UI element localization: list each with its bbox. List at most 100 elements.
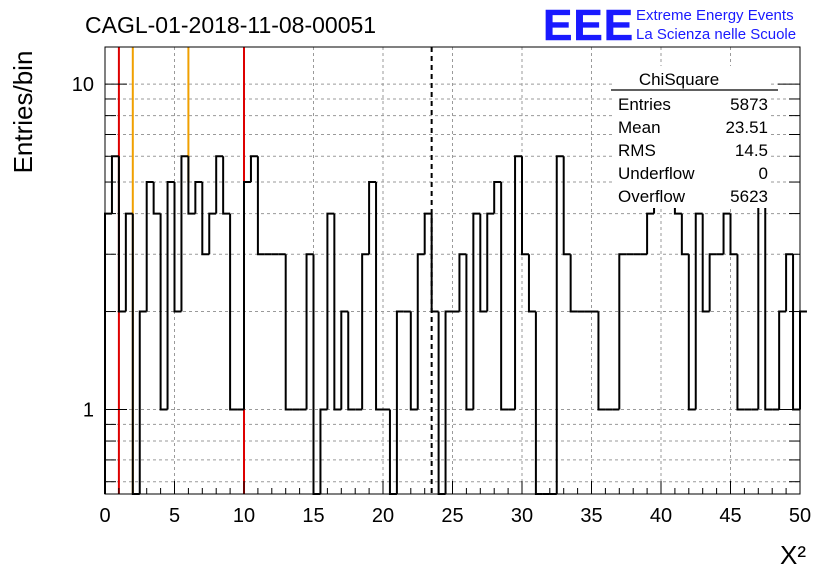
histogram-bin xyxy=(187,156,196,215)
histogram-bin xyxy=(694,212,703,410)
x-tick-label: 5 xyxy=(169,505,180,527)
stats-label: Overflow xyxy=(618,187,686,206)
histogram-bin xyxy=(222,156,231,215)
stats-value: 23.51 xyxy=(725,118,768,137)
histogram-bin xyxy=(340,310,349,410)
histogram-bin xyxy=(416,253,425,410)
histogram-bin xyxy=(215,155,224,214)
histogram-bin xyxy=(569,254,578,313)
histogram-bin xyxy=(555,155,564,494)
histogram-bin xyxy=(521,156,529,256)
chart-title: CAGL-01-2018-11-08-00051 xyxy=(85,12,376,38)
x-tick-label: 35 xyxy=(580,505,602,527)
x-tick-label: 25 xyxy=(441,505,463,527)
histogram-bin xyxy=(347,311,356,411)
stats-value: 5623 xyxy=(730,187,768,206)
histogram-bin xyxy=(687,254,696,411)
histogram-bin xyxy=(361,253,370,410)
histogram-bin xyxy=(131,213,140,495)
histogram-bin xyxy=(229,213,238,411)
histogram-bin xyxy=(465,254,474,411)
histogram-bin xyxy=(736,254,745,411)
x-tick-label: 20 xyxy=(372,505,394,527)
axis-ticks: 0 5 10 15 20 25 30 35 40 45 50 1 10 xyxy=(72,74,811,527)
histogram-bin xyxy=(792,254,800,411)
histogram-bin xyxy=(249,155,258,183)
histogram-bin xyxy=(333,213,342,411)
histogram-bin xyxy=(395,310,404,494)
histogram-bin xyxy=(680,213,689,256)
histogram-bin xyxy=(430,213,439,313)
histogram-bin xyxy=(208,212,217,255)
histogram-bin xyxy=(173,182,182,313)
histogram-bin xyxy=(166,181,175,410)
histogram-bin xyxy=(527,254,536,313)
histogram-bin xyxy=(201,182,210,256)
histogram-bin xyxy=(243,181,251,410)
histogram-bin xyxy=(104,212,112,494)
histogram-bin xyxy=(180,155,189,312)
logo-subtitle-line2: La Scienza nelle Scuole xyxy=(636,26,796,43)
histogram-bin xyxy=(458,253,467,312)
histogram-bin xyxy=(145,181,154,312)
histogram-bin xyxy=(152,182,161,215)
histogram-bin xyxy=(110,155,119,214)
x-tick-label: 10 xyxy=(233,505,255,527)
histogram-bin xyxy=(159,213,168,411)
x-tick-label: 15 xyxy=(302,505,324,527)
histogram-bin xyxy=(124,212,133,312)
histogram-bin xyxy=(409,311,418,411)
histogram-bin xyxy=(117,156,126,313)
stats-label: Mean xyxy=(618,118,661,137)
histogram-bin xyxy=(319,408,328,494)
marker-lines xyxy=(117,47,433,494)
stats-rows: Entries 5873 Mean 23.51 RMS 14.5 Underflow 0 Ove… xyxy=(618,95,768,206)
histogram-bin xyxy=(701,213,710,313)
histogram-bin xyxy=(764,182,773,411)
histogram-bin xyxy=(368,181,377,255)
histogram-bin xyxy=(785,253,794,312)
histogram-bin xyxy=(646,212,655,255)
histogram-bin xyxy=(256,156,265,256)
histogram-bin xyxy=(514,155,522,410)
histogram-bin xyxy=(597,311,606,411)
stats-value: 5873 xyxy=(730,95,768,114)
histogram-bin xyxy=(284,254,293,411)
x-axis-label: X² xyxy=(780,540,806,570)
logo-subtitle-line1: Extreme Energy Events xyxy=(636,7,794,24)
x-tick-label: 45 xyxy=(719,505,741,527)
histogram-bin xyxy=(493,181,502,214)
histogram-bin xyxy=(486,212,495,312)
histogram-bin xyxy=(305,253,314,410)
x-tick-label: 40 xyxy=(650,505,672,527)
stats-label: RMS xyxy=(618,141,656,160)
stats-box-name: ChiSquare xyxy=(639,70,719,89)
x-tick-label: 30 xyxy=(511,505,533,527)
histogram-bin xyxy=(799,310,807,410)
y-axis-label: Entries/bin xyxy=(8,51,38,174)
eee-logo: EEE Extreme Energy Events La Scienza nel… xyxy=(543,1,796,51)
histogram-bin xyxy=(194,181,203,214)
histogram-bin xyxy=(423,212,432,255)
histogram-bin xyxy=(562,156,571,256)
eee-logo-text: EEE xyxy=(543,1,634,50)
x-tick-label: 0 xyxy=(99,505,110,527)
stats-box: ChiSquare Entries 5873 Mean 23.51 RMS 14.5 Und… xyxy=(611,66,778,208)
histogram-bin xyxy=(757,181,766,410)
histogram-bin xyxy=(479,213,488,313)
histogram-bin xyxy=(326,212,335,410)
histogram-bin xyxy=(472,212,481,410)
histogram-bin xyxy=(722,212,731,255)
stats-value: 0 xyxy=(759,164,768,183)
y-tick-label: 1 xyxy=(83,400,94,422)
histogram-bin xyxy=(375,182,383,411)
histogram-bin xyxy=(138,310,147,494)
histogram-bin xyxy=(312,254,321,495)
y-tick-label: 10 xyxy=(72,74,94,96)
histogram-bin xyxy=(500,182,509,411)
histogram-bin xyxy=(534,311,543,495)
histogram-bin xyxy=(618,253,627,410)
histogram-bin xyxy=(729,213,738,256)
histogram-bin xyxy=(778,310,787,410)
